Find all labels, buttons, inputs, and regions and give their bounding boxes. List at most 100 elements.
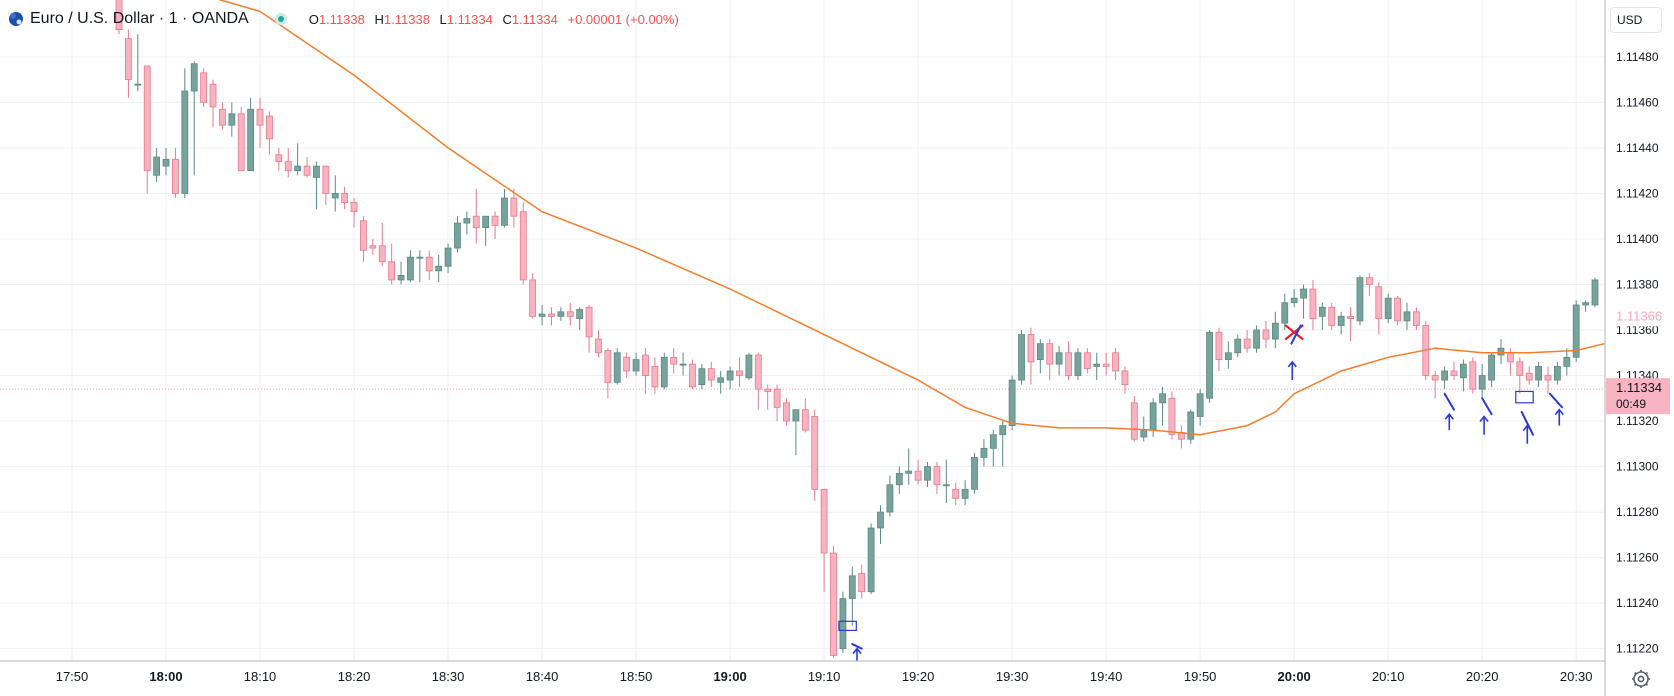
- candle-body: [1234, 338, 1242, 354]
- candle: [726, 366, 734, 390]
- candle: [886, 475, 894, 517]
- candle: [1525, 366, 1533, 385]
- candle: [1544, 366, 1552, 394]
- candle-body: [1553, 366, 1561, 381]
- candle-body: [369, 245, 377, 249]
- annotation-stroke[interactable]: [851, 643, 863, 650]
- annotation-stroke[interactable]: [1443, 392, 1455, 411]
- symbol-title[interactable]: Euro / U.S. Dollar · 1 · OANDA: [30, 10, 249, 27]
- candle: [689, 359, 696, 390]
- candle-body: [839, 598, 847, 650]
- candle-body: [313, 165, 320, 178]
- time-tick-label: 17:50: [56, 669, 89, 684]
- ohlc-values: O1.11338 H1.11338 L1.11334 C1.11334 +0.0…: [309, 12, 679, 27]
- candle: [1478, 364, 1486, 399]
- candle-body: [717, 377, 725, 383]
- candle-body: [378, 245, 386, 263]
- price-scale-bg[interactable]: [1605, 0, 1674, 696]
- time-tick-label: 18:30: [432, 669, 465, 684]
- candle: [1300, 284, 1307, 319]
- arrow-head: [852, 647, 862, 655]
- time-scale-bg[interactable]: [0, 661, 1674, 696]
- candle-body: [1318, 306, 1326, 317]
- annotation-arrow-icon[interactable]: [1444, 412, 1454, 431]
- candle: [745, 352, 753, 381]
- candle: [1036, 339, 1044, 374]
- candle-body: [1394, 297, 1401, 322]
- close-label: C: [502, 11, 512, 27]
- time-tick-label: 18:00: [149, 669, 182, 684]
- candle: [595, 330, 602, 358]
- candle: [670, 348, 678, 374]
- candle-body: [341, 193, 349, 203]
- candle-body: [1516, 361, 1524, 376]
- annotation-stroke[interactable]: [1548, 392, 1564, 409]
- annotation-stroke[interactable]: [1290, 324, 1302, 345]
- candle: [801, 398, 809, 433]
- candle-body: [1196, 393, 1204, 417]
- candle: [717, 370, 725, 394]
- candle-body: [510, 197, 518, 217]
- candle-body: [1582, 302, 1589, 306]
- candle: [1347, 307, 1354, 342]
- candle: [341, 186, 349, 210]
- candle-body: [924, 466, 931, 481]
- candle: [378, 223, 386, 267]
- candle-body: [613, 352, 621, 383]
- candle: [1318, 302, 1326, 330]
- symbol-flag-icon: [9, 12, 23, 26]
- settings-gear-icon[interactable]: [1628, 666, 1654, 692]
- candle-body: [1337, 315, 1345, 326]
- candle-body: [331, 193, 339, 199]
- candle-body: [228, 113, 236, 126]
- candle: [266, 111, 273, 155]
- candle: [820, 488, 828, 592]
- symbol-legend: Euro / U.S. Dollar · 1 · OANDA O1.11338 …: [8, 8, 679, 30]
- candle-body: [1018, 334, 1025, 381]
- candle-body: [707, 368, 715, 381]
- candle: [435, 254, 443, 283]
- candle-body: [209, 83, 217, 108]
- candle-body: [989, 434, 997, 449]
- candle: [1469, 357, 1477, 394]
- candle: [331, 175, 339, 212]
- candle: [219, 102, 226, 130]
- annotation-box[interactable]: [838, 620, 857, 632]
- currency-selector[interactable]: USD: [1610, 7, 1662, 33]
- price-tick-label: 1.11240: [1616, 596, 1659, 610]
- candle: [388, 243, 396, 285]
- annotation-stroke[interactable]: [1520, 410, 1534, 436]
- candle-body: [1140, 429, 1148, 438]
- candle: [256, 97, 264, 148]
- candle: [613, 348, 621, 385]
- candle-body: [1271, 322, 1279, 340]
- currency-label: USD: [1617, 13, 1643, 27]
- candle-body: [773, 388, 781, 408]
- candle-body: [595, 338, 602, 354]
- ma-value-badge: [1606, 306, 1670, 327]
- candle: [228, 102, 236, 137]
- chart-grid: [0, 0, 1604, 660]
- price-tick-label: 1.11460: [1616, 95, 1659, 109]
- candle: [1572, 300, 1580, 362]
- candle: [1337, 311, 1345, 335]
- candle: [284, 147, 292, 178]
- annotation-arrow-icon[interactable]: [1287, 360, 1297, 381]
- candle: [1450, 361, 1458, 381]
- annotation-arrow-icon[interactable]: [1522, 424, 1532, 444]
- candle: [999, 421, 1007, 467]
- annotation-arrow-icon[interactable]: [1479, 415, 1489, 435]
- candle: [651, 357, 659, 394]
- candle-body: [1290, 297, 1298, 304]
- time-tick-label: 18:50: [620, 669, 653, 684]
- candle-body: [181, 90, 189, 194]
- annotation-stroke[interactable]: [1481, 397, 1493, 416]
- candle: [792, 409, 800, 456]
- candle: [905, 448, 913, 485]
- candle: [134, 34, 142, 92]
- candle: [1271, 311, 1279, 349]
- annotation-box[interactable]: [1515, 390, 1534, 404]
- annotation-arrow-icon[interactable]: [852, 647, 862, 663]
- annotation-arrow-icon[interactable]: [1554, 408, 1564, 426]
